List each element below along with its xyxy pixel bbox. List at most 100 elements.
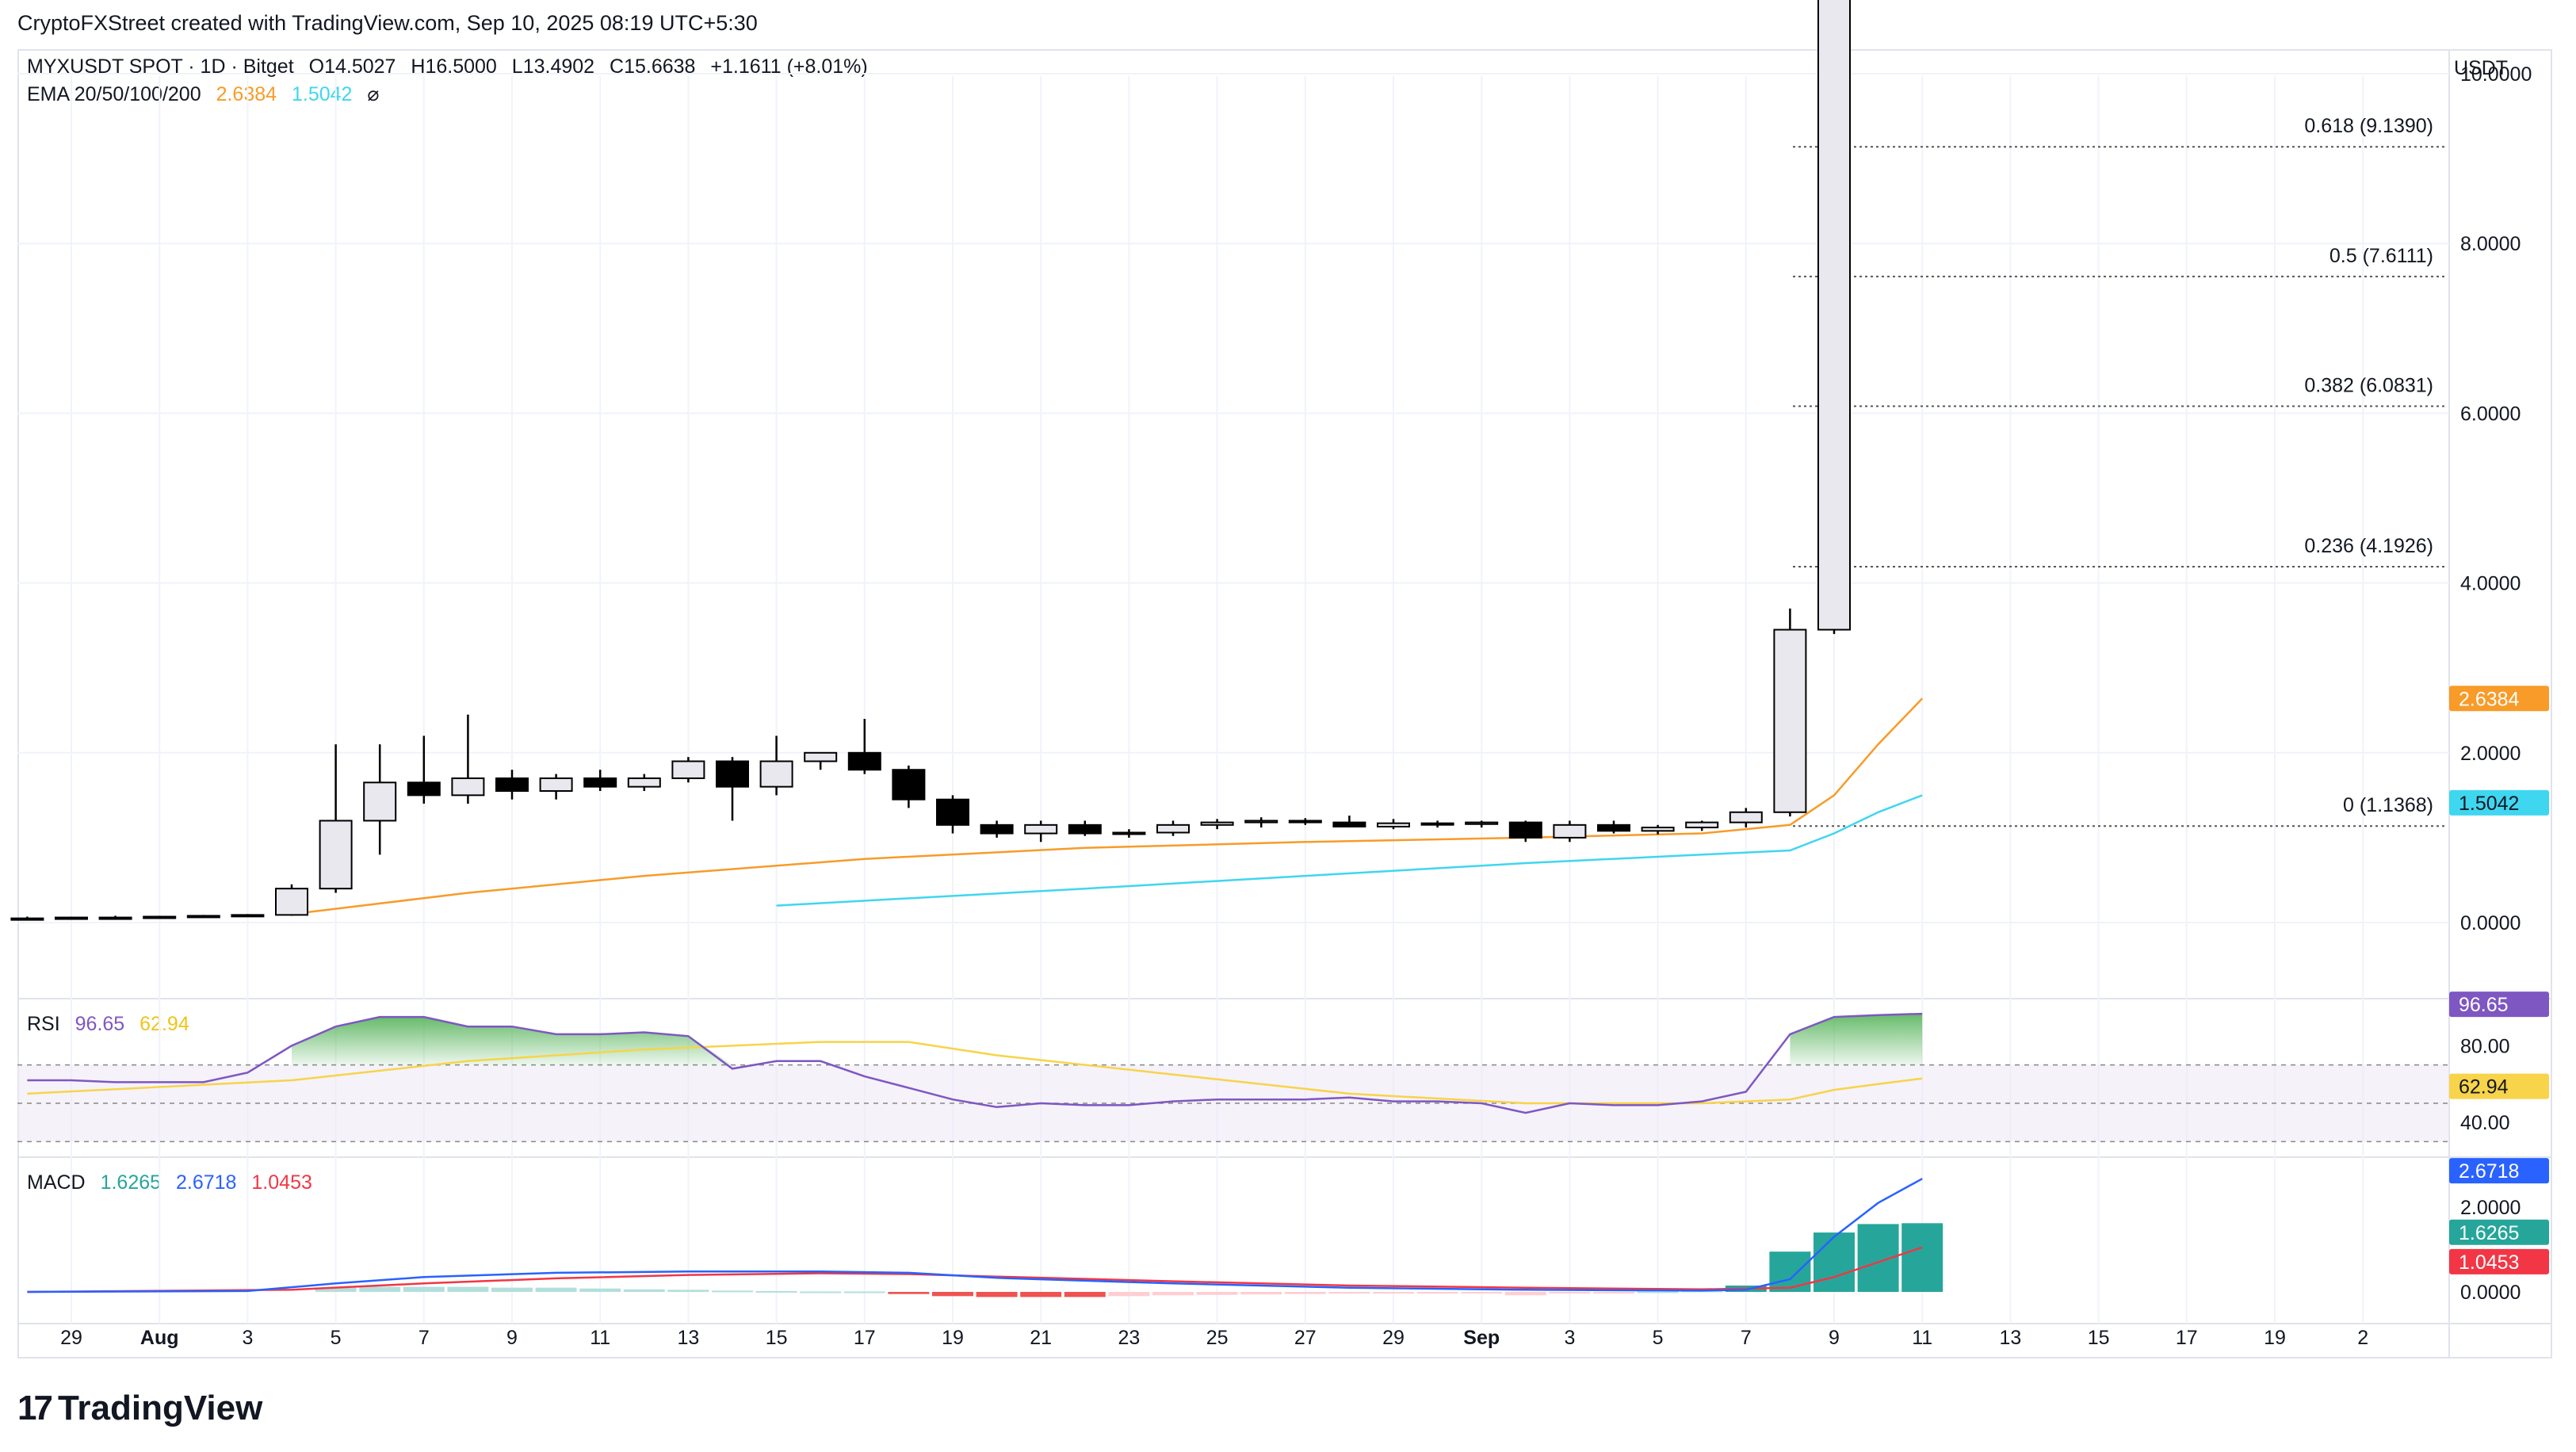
macd-histogram-bar <box>1020 1292 1062 1297</box>
time-tick-label: 15 <box>766 1327 788 1349</box>
signal-value: 2.6718 <box>175 1171 237 1194</box>
macd-histogram-bar <box>976 1292 1018 1297</box>
candle-body <box>804 751 838 762</box>
candle-body <box>1508 821 1542 839</box>
price-tick-label: 0.0000 <box>2460 912 2521 934</box>
candle-body <box>1024 823 1058 835</box>
time-tick-label: 23 <box>1118 1327 1140 1349</box>
macd-histogram-bar <box>1328 1292 1370 1294</box>
macd-signal-axis-label-bg <box>2449 1158 2549 1184</box>
rsi-overbought-fill <box>1790 1014 1923 1065</box>
candle-body <box>98 916 132 920</box>
candle-body <box>847 751 881 771</box>
fib-level-label: 0.382 (6.0831) <box>2304 375 2433 397</box>
candle-body <box>1817 0 1851 631</box>
macd-histogram-bar <box>800 1291 842 1293</box>
macd-histogram-bar <box>1637 1291 1679 1293</box>
candle-body <box>143 915 177 919</box>
macd-histogram-bar <box>1064 1292 1106 1297</box>
time-tick-label: 29 <box>1382 1327 1405 1349</box>
macd-histogram-bar <box>888 1292 930 1294</box>
fib-level-label: 0.236 (4.1926) <box>2304 535 2433 557</box>
candle-body <box>936 798 969 826</box>
candle-body <box>539 777 573 792</box>
candle-body <box>1773 629 1807 813</box>
candle-body <box>495 777 529 792</box>
price-tick-label: 10.0000 <box>2460 63 2532 86</box>
candle-body <box>1156 823 1190 834</box>
macd-histogram-bar <box>1504 1292 1546 1296</box>
macd-histogram-bar <box>1593 1292 1634 1293</box>
time-tick-label: 11 <box>1912 1327 1932 1349</box>
candle-body <box>583 777 617 788</box>
rsi-legend[interactable]: RSI 96.65 62.94 <box>27 1013 199 1036</box>
price-tick-label: 2.0000 <box>2460 743 2521 765</box>
macd-histogram-bar <box>1769 1251 1811 1292</box>
macd-histogram-bar <box>1461 1292 1503 1293</box>
macd-value: 1.6265 <box>100 1171 162 1194</box>
macd-histogram-bar <box>932 1292 973 1297</box>
rsi-ma-axis-label-bg <box>2449 1073 2549 1099</box>
time-tick-label: 17 <box>2176 1327 2198 1349</box>
macd-histogram-bar <box>1373 1292 1414 1294</box>
macd-label: MACD <box>27 1171 86 1194</box>
ema20-line <box>291 697 1924 915</box>
macd-signal-axis-label: 2.6718 <box>2459 1160 2519 1183</box>
fib-level-label: 0 (1.1368) <box>2343 794 2433 816</box>
macd-histogram-bar <box>843 1291 885 1293</box>
macd-tick-label: 2.0000 <box>2460 1197 2521 1219</box>
candle-body <box>1685 821 1719 829</box>
time-tick-label: 19 <box>942 1327 964 1349</box>
candle-body <box>892 769 926 801</box>
time-tick-label: 2 <box>2357 1327 2368 1349</box>
rsi-axis-label: 96.65 <box>2459 994 2509 1016</box>
ema20-axis-label: 2.6384 <box>2459 688 2520 710</box>
macd-line <box>27 1178 1923 1293</box>
macd-histogram-bar <box>712 1290 753 1293</box>
ema20-value: 2.6384 <box>216 83 277 105</box>
currency-label[interactable]: USDT <box>2454 57 2509 79</box>
ema50-line <box>776 794 1923 907</box>
ema-legend[interactable]: EMA 20/50/100/200 2.6384 1.5042 ⌀ <box>27 82 388 106</box>
candle-body <box>1597 823 1630 832</box>
chart-frame <box>17 49 2552 1358</box>
fib-level-label: 0.5 (7.6111) <box>2329 245 2433 267</box>
ema-label: EMA 20/50/100/200 <box>27 83 201 105</box>
macd-histogram-bar <box>491 1287 533 1292</box>
rsi-ma-line <box>27 1041 1923 1105</box>
rsi-tick-label: 80.00 <box>2460 1035 2510 1057</box>
macd-axis-label: 1.6265 <box>2459 1222 2519 1244</box>
macd-histogram-bar <box>623 1289 665 1292</box>
macd-histogram-bar <box>1108 1292 1150 1297</box>
candle-body <box>1332 821 1366 827</box>
time-tick-label: 15 <box>2088 1327 2110 1349</box>
macd-legend[interactable]: MACD 1.6265 2.6718 1.0453 <box>27 1171 322 1194</box>
macd-histogram-bar <box>1416 1292 1458 1294</box>
time-tick-label: 13 <box>677 1327 699 1349</box>
macd-histogram-bar <box>403 1286 445 1292</box>
candle-body <box>55 916 88 920</box>
macd-hist-axis-label: 1.0453 <box>2459 1251 2519 1274</box>
candle-body <box>1377 822 1410 827</box>
candle-body <box>1420 822 1454 826</box>
macd-histogram-bar <box>315 1287 357 1292</box>
macd-histogram-bar <box>579 1288 621 1292</box>
time-tick-label: 7 <box>419 1327 430 1349</box>
macd-histogram-bar <box>1814 1232 1855 1292</box>
ema-hidden-icon[interactable]: ⌀ <box>367 83 380 105</box>
macd-axis-label-bg <box>2449 1219 2549 1245</box>
time-tick-label: Sep <box>1463 1327 1500 1349</box>
candle-body <box>716 760 749 788</box>
ema20-axis-label-bg <box>2449 686 2549 712</box>
macd-histogram-bar <box>1901 1223 1943 1292</box>
fib-level-label: 0.618 (9.1390) <box>2304 115 2433 137</box>
candle-body <box>671 760 705 779</box>
time-tick-label: 5 <box>1653 1327 1664 1349</box>
candle-body <box>1465 821 1499 825</box>
time-tick-label: 19 <box>2264 1327 2286 1349</box>
rsi-ma-value: 62.94 <box>140 1013 189 1035</box>
macd-histogram-bar <box>1152 1292 1194 1296</box>
macd-histogram-bar <box>359 1286 401 1292</box>
candle-body <box>186 915 220 919</box>
